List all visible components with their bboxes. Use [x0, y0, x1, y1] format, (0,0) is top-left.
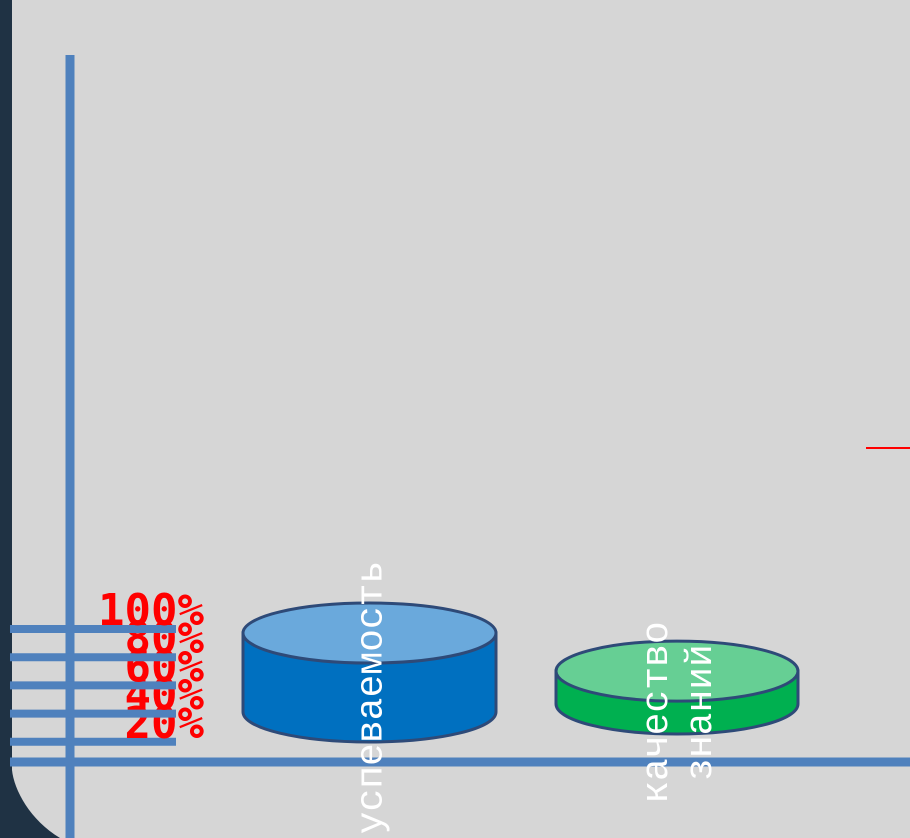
- slide-background: [12, 0, 910, 838]
- bar-0: успеваемость: [241, 561, 498, 835]
- y-axis-ticks: 20%40%60%80%100%: [10, 585, 205, 749]
- bar-top: [554, 639, 800, 703]
- y-tick-label: 40%: [125, 670, 205, 721]
- bar-category-label: успеваемость: [351, 561, 394, 835]
- bar-label-line: успеваемость: [351, 561, 394, 835]
- bar-label-line: знаний: [680, 644, 723, 781]
- bar-1: качествознаний: [554, 621, 800, 804]
- y-tick-label: 20%: [125, 698, 205, 749]
- bar-top: [241, 601, 498, 665]
- y-tick-label: 60%: [125, 641, 205, 692]
- bar-category-label: качествознаний: [636, 621, 723, 803]
- y-tick-label: 100%: [98, 585, 204, 636]
- bar-label-line: качество: [636, 621, 679, 803]
- bars: успеваемость качествознаний: [241, 561, 800, 835]
- y-tick-label: 80%: [125, 613, 205, 664]
